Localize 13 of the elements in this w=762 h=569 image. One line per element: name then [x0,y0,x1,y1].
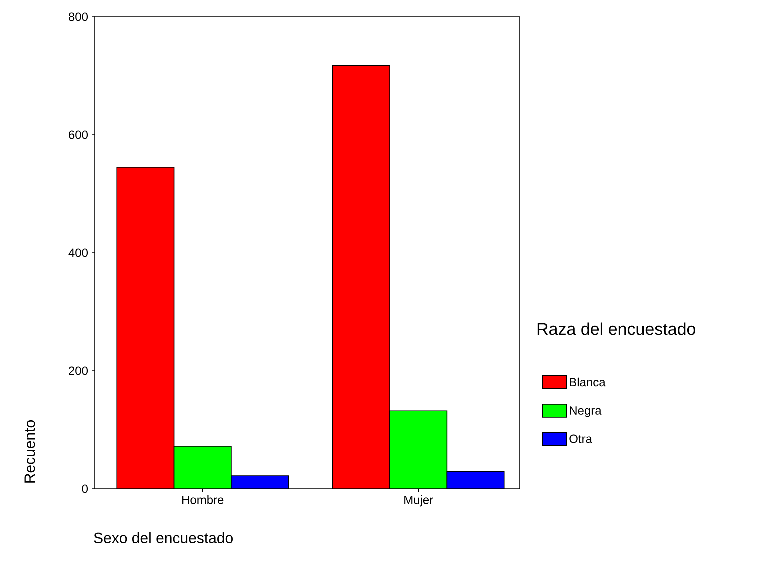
x-tick-label: Mujer [404,496,434,507]
x-axis-title: Sexo del encuestado [94,532,233,544]
y-axis-title: Recuento [24,420,36,483]
legend-label: Blanca [570,378,606,387]
y-tick-label: 800 [68,12,88,22]
legend-title: Raza del encuestado [538,322,696,336]
legend-label: Negra [570,406,602,418]
y-tick-label: 200 [69,366,88,376]
y-tick-label: 0 [82,484,88,494]
legend-label: Otra [570,434,592,444]
y-tick-label: 600 [69,130,88,140]
x-tick-label: Hombre [182,496,224,504]
y-tick-label: 400 [68,248,88,258]
